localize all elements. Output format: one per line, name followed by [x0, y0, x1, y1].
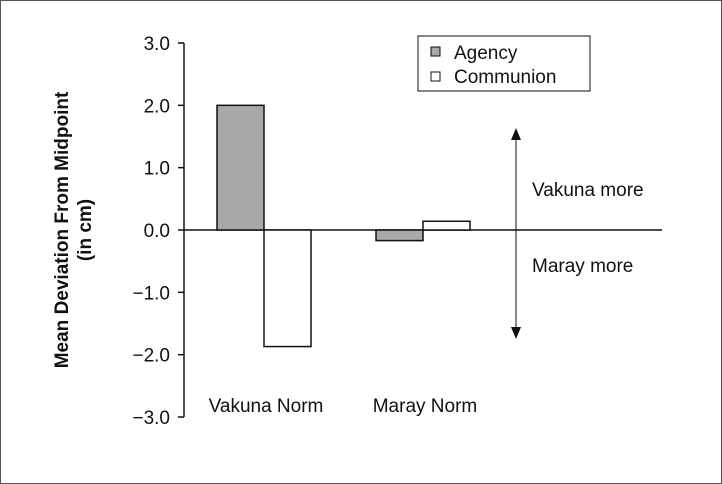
bar-communion-maray-norm [422, 220, 471, 231]
direction-annotation: Vakuna more Maray more [511, 128, 644, 339]
bars-group [216, 104, 471, 348]
category-label: Vakuna Norm [209, 396, 324, 417]
annotation-vakuna-more: Vakuna more [532, 180, 644, 201]
y-tick-label: −1.0 [132, 283, 170, 304]
legend-label-communion: Communion [454, 67, 556, 88]
category-labels-group: Vakuna Norm Maray Norm [209, 396, 478, 417]
y-tick-label: −3.0 [132, 408, 170, 429]
legend-swatch-communion [430, 71, 441, 82]
bar-communion-vakuna-norm [263, 229, 312, 348]
arrow-up-head [511, 128, 521, 140]
arrow-down-head [511, 327, 521, 339]
bar-agency-vakuna-norm [216, 104, 265, 231]
y-tick-label: 1.0 [144, 159, 170, 180]
bar-agency-maray-norm [375, 229, 424, 242]
y-axis-title: Mean Deviation From Midpoint (in cm) [52, 91, 96, 368]
y-axis-title-line1: Mean Deviation From Midpoint [52, 91, 73, 368]
y-axis-title-line2: (in cm) [75, 199, 96, 261]
y-tick-label: 0.0 [144, 221, 170, 242]
legend-label-agency: Agency [454, 43, 518, 64]
y-tick-label: 3.0 [144, 34, 170, 55]
y-tick-label: 2.0 [144, 96, 170, 117]
category-label: Maray Norm [373, 396, 478, 417]
annotation-maray-more: Maray more [532, 256, 633, 277]
legend: Agency Communion [417, 35, 591, 92]
y-ticks-group: 3.0 2.0 1.0 0.0 −1.0 −2.0 −3.0 [132, 34, 184, 429]
legend-swatch-agency [430, 46, 441, 57]
legend-box [417, 35, 591, 92]
y-tick-label: −2.0 [132, 346, 170, 367]
